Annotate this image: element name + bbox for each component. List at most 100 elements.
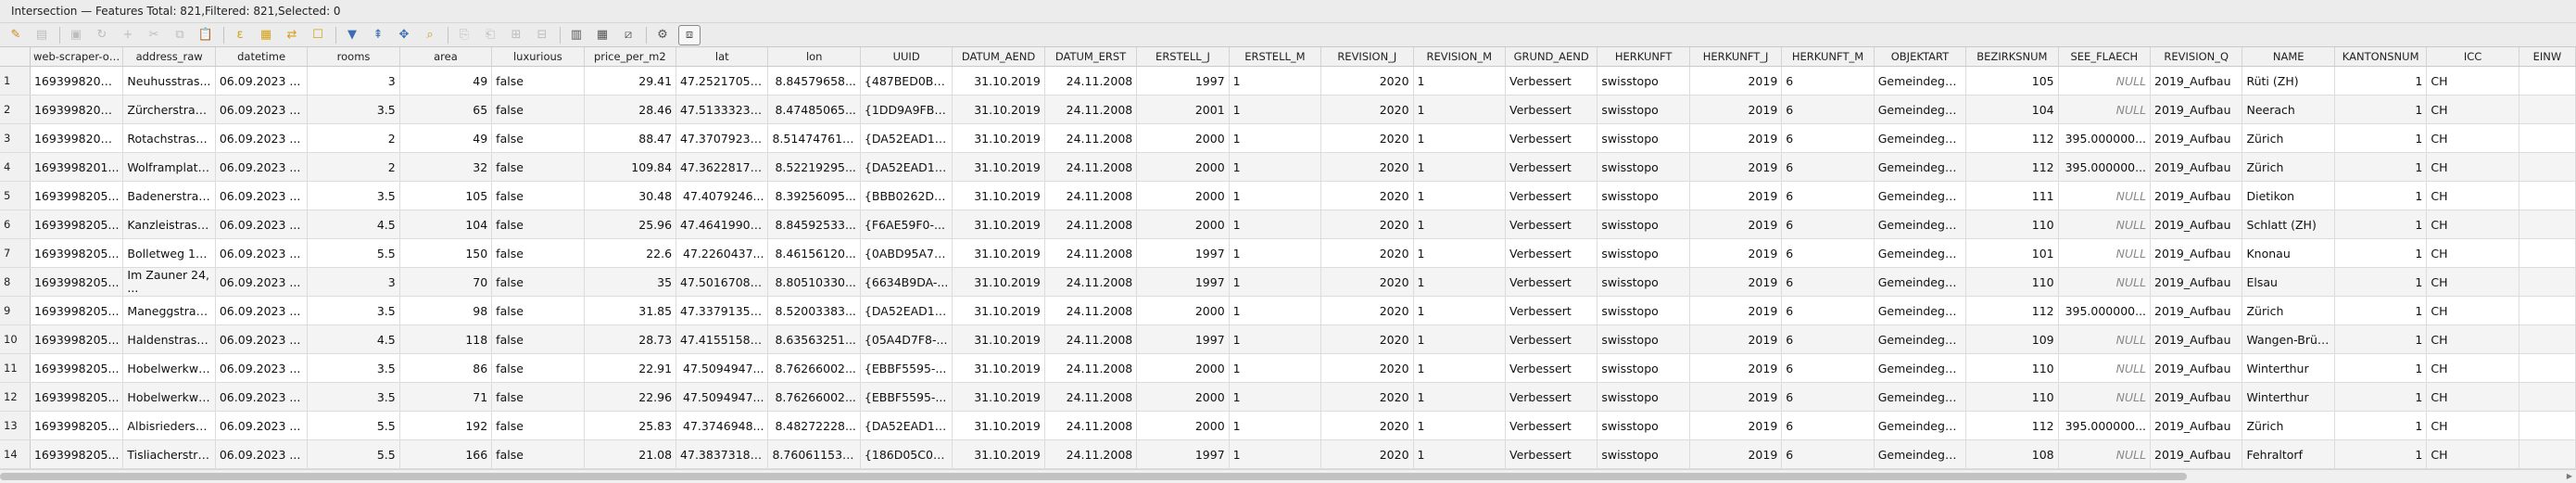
table-cell[interactable]: 6 xyxy=(1781,66,1875,95)
table-cell[interactable]: Verbessert xyxy=(1505,267,1598,297)
table-cell[interactable]: 110 xyxy=(1965,353,2059,383)
table-cell[interactable]: false xyxy=(491,411,585,440)
table-cell[interactable]: 1693998205... xyxy=(30,210,124,239)
table-cell[interactable]: 2000 xyxy=(1136,353,1230,383)
row-number[interactable]: 5 xyxy=(0,181,31,210)
table-cell[interactable]: swisstopo xyxy=(1597,324,1690,354)
table-cell[interactable]: 31.10.2019 xyxy=(952,123,1045,153)
table-cell[interactable]: 2019_Aufbau xyxy=(2150,353,2243,383)
column-header[interactable]: BEZIRKSNUM xyxy=(1965,47,2059,67)
table-cell[interactable]: 47.5094947... xyxy=(676,353,769,383)
table-cell[interactable]: 1 xyxy=(1413,439,1506,469)
table-cell[interactable]: 118 xyxy=(399,324,493,354)
table-cell[interactable]: 6 xyxy=(1781,181,1875,210)
table-cell[interactable]: Gemeindege... xyxy=(1874,267,1967,297)
table-cell[interactable]: 31.10.2019 xyxy=(952,66,1045,95)
table-cell[interactable] xyxy=(2519,324,2576,354)
table-cell[interactable]: CH xyxy=(2426,238,2519,268)
row-number[interactable]: 7 xyxy=(0,238,31,268)
table-cell[interactable]: NULL xyxy=(2058,439,2152,469)
table-cell[interactable]: 5.5 xyxy=(307,411,400,440)
table-cell[interactable]: 8.52219295... xyxy=(767,152,861,182)
table-cell[interactable]: 06.09.2023 ... xyxy=(215,123,309,153)
table-cell[interactable]: {0ABD95A7-1... xyxy=(860,238,953,268)
table-cell[interactable]: CH xyxy=(2426,296,2519,325)
table-cell[interactable]: Verbessert xyxy=(1505,210,1598,239)
table-cell[interactable]: 1997 xyxy=(1136,439,1230,469)
table-cell[interactable]: 2000 xyxy=(1136,181,1230,210)
table-cell[interactable]: 2019_Aufbau xyxy=(2150,296,2243,325)
table-cell[interactable]: swisstopo xyxy=(1597,411,1690,440)
table-cell[interactable]: {EBBF5595-... xyxy=(860,382,953,412)
delete-field-icon[interactable]: ⊟ xyxy=(537,28,548,42)
table-cell[interactable] xyxy=(2519,439,2576,469)
deselect-icon[interactable]: ☐ xyxy=(312,28,323,42)
table-cell[interactable]: 1 xyxy=(2334,95,2428,124)
table-cell[interactable]: 1 xyxy=(1413,210,1506,239)
table-cell[interactable]: 1 xyxy=(2334,382,2428,412)
table-cell[interactable]: 47.5094947... xyxy=(676,382,769,412)
column-header[interactable]: ERSTELL_M xyxy=(1229,47,1322,67)
column-header[interactable]: SEE_FLAECH xyxy=(2058,47,2152,67)
column-header[interactable]: DATUM_ERST xyxy=(1044,47,1138,67)
table-cell[interactable]: 47.25217056... xyxy=(676,66,769,95)
table-cell[interactable]: 24.11.2008 xyxy=(1044,296,1138,325)
table-cell[interactable]: 6 xyxy=(1781,411,1875,440)
row-number[interactable]: 6 xyxy=(0,210,31,239)
table-cell[interactable]: CH xyxy=(2426,66,2519,95)
column-header[interactable]: lon xyxy=(767,47,861,67)
table-cell[interactable]: 28.46 xyxy=(584,95,677,124)
toggle-editing-icon[interactable]: ✎ xyxy=(10,28,21,42)
table-cell[interactable]: Küsnacht (ZH) xyxy=(2241,468,2335,469)
table-cell[interactable]: 8.80510330... xyxy=(767,267,861,297)
column-header[interactable]: lat xyxy=(676,47,769,67)
column-header[interactable]: web-scraper-order xyxy=(30,47,124,67)
table-cell[interactable]: 1 xyxy=(2334,238,2428,268)
table-cell[interactable]: 1 xyxy=(2334,296,2428,325)
table-cell[interactable]: Gemeindege... xyxy=(1874,152,1967,182)
table-row[interactable]: 2 1693998201-2 Zürcherstras... 06.09.2023 .… xyxy=(0,95,2576,124)
table-cell[interactable]: Neuhusstras... xyxy=(122,66,216,95)
table-cell[interactable]: NULL xyxy=(2058,238,2152,268)
table-cell[interactable]: 2019_Aufbau xyxy=(2150,152,2243,182)
conditional-formatting-icon[interactable]: ⧄ xyxy=(624,28,633,42)
table-cell[interactable]: 88.47 xyxy=(584,123,677,153)
column-header[interactable]: rooms xyxy=(307,47,400,67)
table-cell[interactable]: CH xyxy=(2426,411,2519,440)
table-row[interactable]: 14 1693998205... Tisliacherstra... 06.09.20… xyxy=(0,439,2576,469)
table-cell[interactable]: 1 xyxy=(1229,152,1322,182)
table-cell[interactable]: 8.52003383... xyxy=(767,296,861,325)
table-cell[interactable]: 101 xyxy=(1965,238,2059,268)
table-cell[interactable]: 1997 xyxy=(1136,324,1230,354)
table-cell[interactable]: 1693998205... xyxy=(30,267,124,297)
table-cell[interactable]: {DA52EAD1-... xyxy=(860,411,953,440)
row-number[interactable]: 2 xyxy=(0,95,31,124)
table-cell[interactable]: 2020 xyxy=(1320,123,1414,153)
table-cell[interactable]: 31.10.2019 xyxy=(952,382,1045,412)
table-cell[interactable]: 1997 xyxy=(1136,66,1230,95)
row-number[interactable]: 3 xyxy=(0,123,31,153)
table-cell[interactable] xyxy=(2519,353,2576,383)
table-cell[interactable]: Winterthur xyxy=(2241,382,2335,412)
table-cell[interactable]: Tisliacherstra... xyxy=(122,439,216,469)
table-cell[interactable]: swisstopo xyxy=(1597,439,1690,469)
table-cell[interactable]: 71 xyxy=(399,382,493,412)
table-cell[interactable]: 1 xyxy=(1413,267,1506,297)
table-cell[interactable]: 32 xyxy=(399,152,493,182)
table-cell[interactable]: Zürich xyxy=(2241,411,2335,440)
new-field-icon[interactable]: ⊞ xyxy=(511,28,522,42)
row-number[interactable]: 15 xyxy=(0,468,31,469)
table-cell[interactable]: 1 xyxy=(1229,353,1322,383)
copy-rows-icon[interactable]: ⎘ xyxy=(459,28,470,42)
column-header[interactable]: address_raw xyxy=(122,47,216,67)
table-cell[interactable]: Gemeindege... xyxy=(1874,439,1967,469)
table-cell[interactable]: 31.10.2019 xyxy=(952,181,1045,210)
table-cell[interactable]: Gemeindege... xyxy=(1874,353,1967,383)
table-cell[interactable]: 4.5 xyxy=(307,324,400,354)
table-cell[interactable]: 1 xyxy=(1229,324,1322,354)
table-cell[interactable]: 31.10.2019 xyxy=(952,238,1045,268)
table-cell[interactable]: Verbessert xyxy=(1505,468,1598,469)
table-cell[interactable]: Schlatt (ZH) xyxy=(2241,210,2335,239)
table-cell[interactable]: 2019 xyxy=(1689,152,1783,182)
table-cell[interactable]: 8.76266002... xyxy=(767,382,861,412)
